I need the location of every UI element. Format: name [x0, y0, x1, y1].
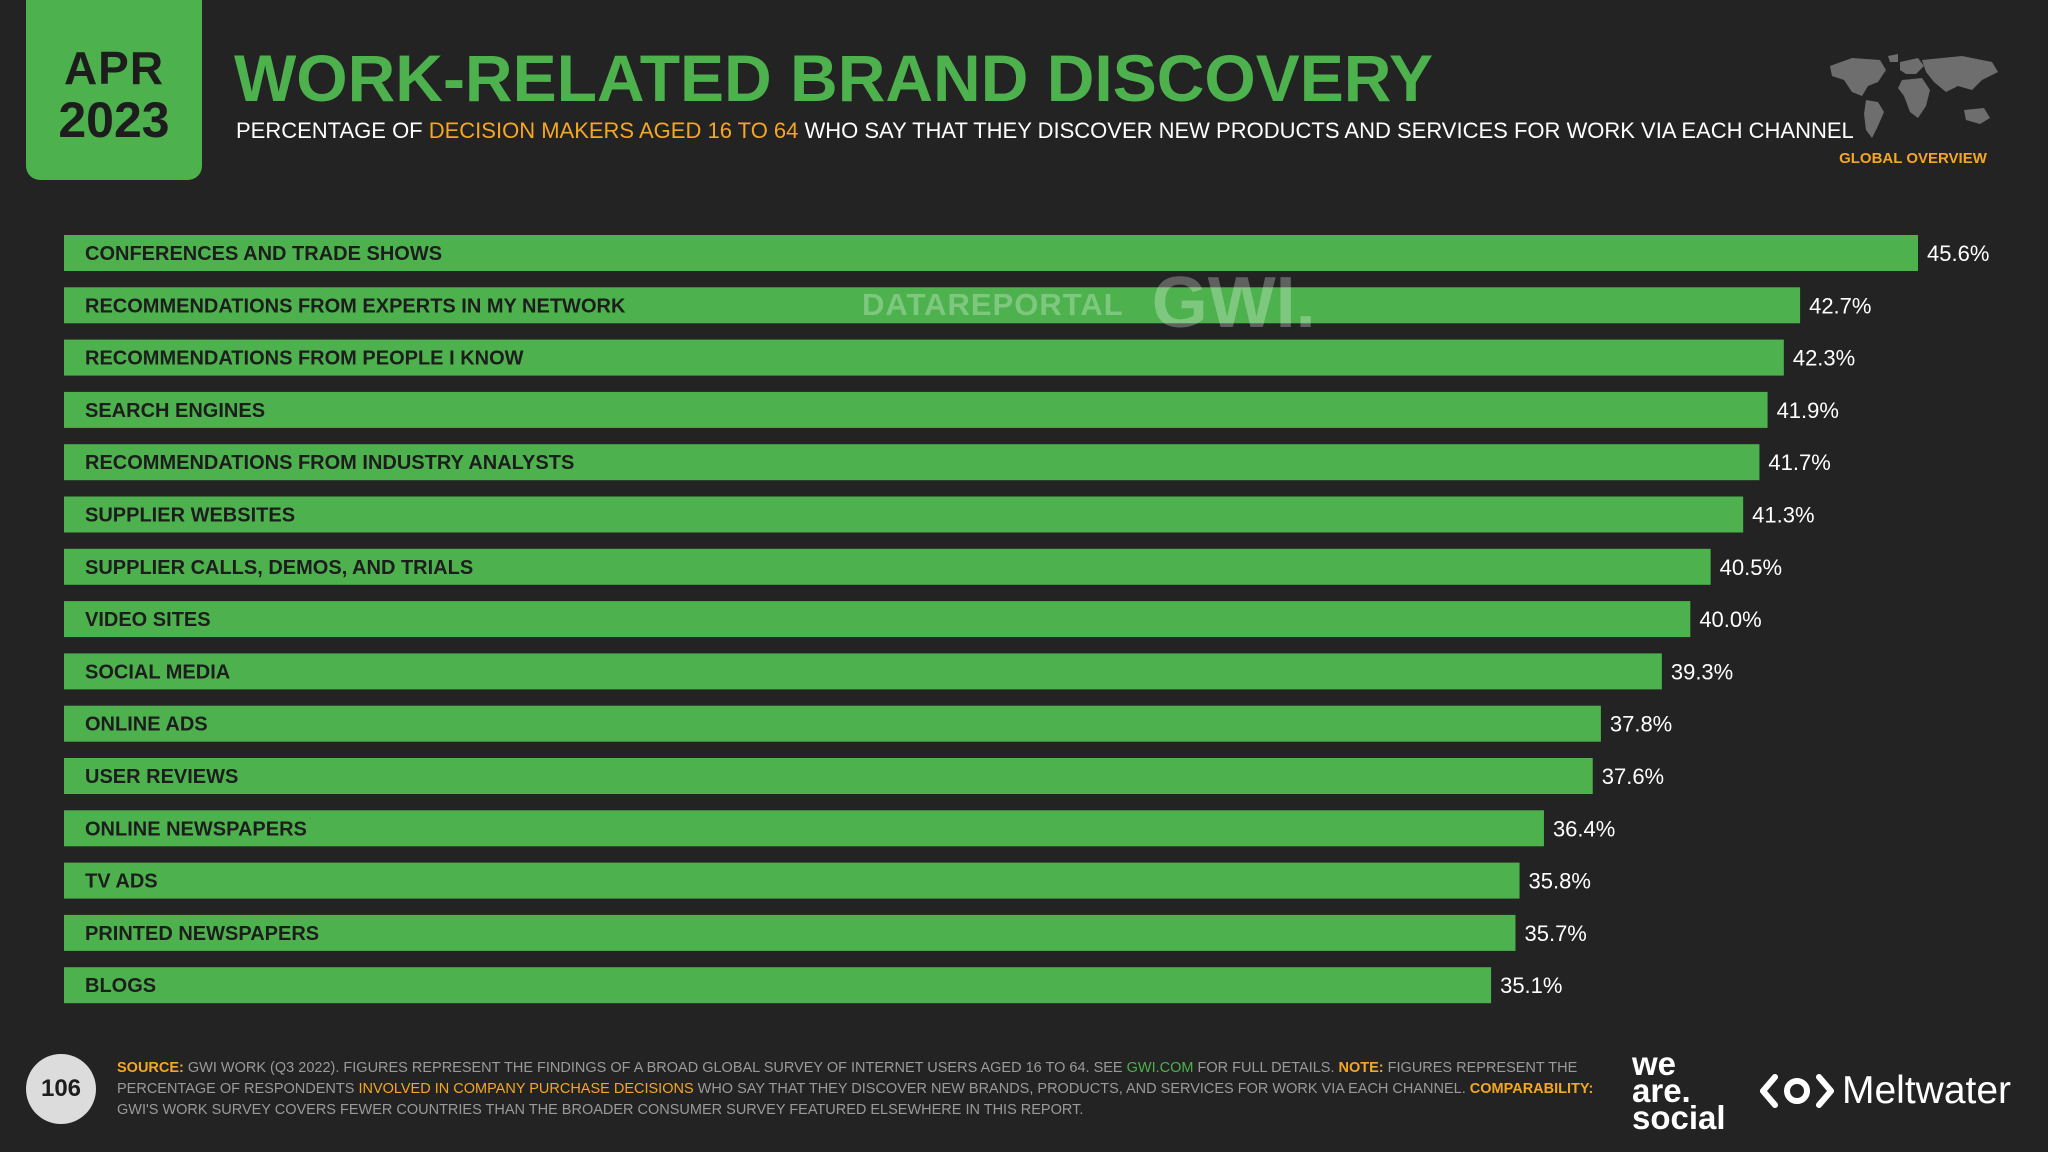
global-overview-label: GLOBAL OVERVIEW — [1839, 150, 1987, 167]
value-label-4: 41.9% — [1777, 398, 1839, 423]
bar-6 — [64, 496, 1744, 533]
watermark-gwi: GWI. — [1151, 263, 1316, 343]
logo-social: social — [1632, 1099, 1726, 1136]
comparability-label: COMPARABILITY: — [1469, 1081, 1594, 1097]
we-are-social-logo: we are. social — [1632, 1045, 1726, 1136]
source-text: GWI WORK (Q3 2022). FIGURES REPRESENT TH… — [183, 1060, 1127, 1076]
category-label-5: RECOMMENDATIONS FROM INDUSTRY ANALYSTS — [85, 452, 574, 474]
bar-10 — [64, 705, 1601, 742]
category-label-10: ONLINE ADS — [85, 714, 208, 736]
bar-1 — [64, 235, 1918, 271]
bar-5 — [64, 444, 1760, 481]
bar-chart: CONFERENCES AND TRADE SHOWS 45.6% RECOMMEN… — [64, 235, 1989, 1004]
category-label-7: SUPPLIER CALLS, DEMOS, AND TRIALS — [85, 557, 473, 579]
subtitle-post: WHO SAY THAT THEY DISCOVER NEW PRODUCTS … — [798, 118, 1854, 143]
page-number: 106 — [26, 1054, 96, 1124]
category-label-12: ONLINE NEWSPAPERS — [85, 818, 307, 840]
logo-are: are. — [1632, 1072, 1691, 1109]
category-label-14: PRINTED NEWSPAPERS — [85, 923, 319, 945]
source-link[interactable]: GWI.COM — [1126, 1060, 1194, 1076]
bar-3 — [64, 339, 1784, 376]
page-subtitle: PERCENTAGE OF DECISION MAKERS AGED 16 TO… — [236, 118, 1854, 144]
value-label-12: 36.4% — [1553, 816, 1615, 841]
value-label-15: 35.1% — [1500, 973, 1562, 998]
category-label-13: TV ADS — [85, 871, 158, 893]
note-highlight: INVOLVED IN COMPANY PURCHASE DECISIONS — [358, 1081, 694, 1097]
source-label: SOURCE: — [117, 1060, 184, 1076]
bar-2 — [64, 287, 1801, 324]
meltwater-icon — [1760, 1074, 1834, 1108]
watermark: DATAREPORTAL GWI. — [862, 262, 1316, 344]
comparability-text: GWI'S WORK SURVEY COVERS FEWER COUNTRIES… — [117, 1102, 1084, 1118]
value-label-9: 39.3% — [1671, 659, 1733, 684]
date-tab: APR 2023 — [26, 0, 202, 180]
value-label-13: 35.8% — [1529, 869, 1591, 894]
bar-7 — [64, 548, 1711, 585]
meltwater-logo: Meltwater — [1760, 1068, 2011, 1114]
category-label-3: RECOMMENDATIONS FROM PEOPLE I KNOW — [85, 348, 524, 370]
bar-13 — [64, 862, 1520, 899]
date-year: 2023 — [58, 92, 170, 148]
bar-15 — [64, 967, 1492, 1004]
category-label-8: VIDEO SITES — [85, 609, 211, 631]
category-label-1: CONFERENCES AND TRADE SHOWS — [85, 243, 442, 265]
date-month: APR — [63, 42, 165, 94]
value-label-1: 45.6% — [1927, 241, 1989, 266]
bar-9 — [64, 653, 1662, 690]
category-label-9: SOCIAL MEDIA — [85, 661, 230, 683]
value-label-10: 37.8% — [1610, 712, 1672, 737]
page-title: WORK-RELATED BRAND DISCOVERY — [234, 41, 1433, 115]
value-label-8: 40.0% — [1699, 607, 1761, 632]
bar-11 — [64, 758, 1593, 794]
note-text2: WHO SAY THAT THEY DISCOVER NEW BRANDS, P… — [693, 1081, 1470, 1097]
value-label-11: 37.6% — [1602, 764, 1664, 789]
bar-4 — [64, 391, 1768, 428]
bar-12 — [64, 810, 1544, 847]
watermark-datareportal: DATAREPORTAL — [862, 287, 1124, 322]
note-label: NOTE: — [1338, 1060, 1384, 1076]
value-label-14: 35.7% — [1524, 921, 1586, 946]
subtitle-pre: PERCENTAGE OF — [236, 118, 429, 143]
subtitle-highlight: DECISION MAKERS AGED 16 TO 64 — [428, 118, 799, 143]
note-text: FIGURES REPRESENT THE PERCENTAGE OF RESP… — [117, 1060, 1578, 1097]
world-map-icon — [1830, 54, 1998, 138]
bar-8 — [64, 601, 1691, 638]
category-label-6: SUPPLIER WEBSITES — [85, 505, 295, 527]
category-label-4: SEARCH ENGINES — [85, 400, 265, 422]
footer-source: SOURCE: GWI WORK (Q3 2022). FIGURES REPR… — [117, 1058, 1597, 1121]
category-label-2: RECOMMENDATIONS FROM EXPERTS IN MY NETWO… — [85, 295, 626, 317]
bar-14 — [64, 914, 1516, 951]
logo-we: we — [1632, 1045, 1677, 1082]
value-label-5: 41.7% — [1768, 450, 1830, 475]
value-label-6: 41.3% — [1752, 503, 1814, 528]
source-text2: FOR FULL DETAILS. — [1193, 1060, 1339, 1076]
category-label-15: BLOGS — [85, 975, 156, 997]
value-label-2: 42.7% — [1809, 293, 1871, 318]
value-label-3: 42.3% — [1793, 346, 1855, 371]
meltwater-wordmark: Meltwater — [1842, 1069, 2012, 1112]
category-label-11: USER REVIEWS — [85, 766, 238, 788]
value-label-7: 40.5% — [1720, 555, 1782, 580]
